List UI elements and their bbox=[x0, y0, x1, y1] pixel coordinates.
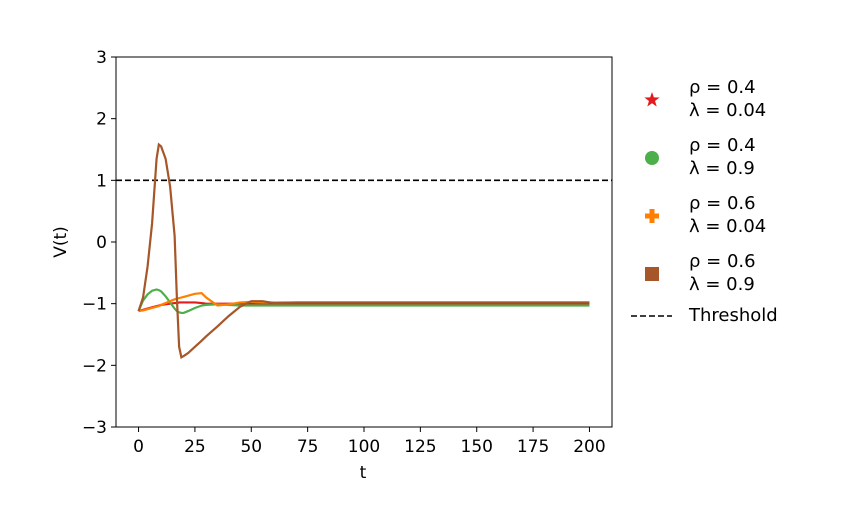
x-axis-label: t bbox=[360, 463, 367, 483]
x-tick-label: 75 bbox=[297, 437, 319, 457]
legend-marker bbox=[645, 151, 659, 165]
legend-label: ρ = 0.4 λ = 0.9 bbox=[689, 135, 756, 179]
x-tick-label: 175 bbox=[517, 437, 549, 457]
x-tick-label: 150 bbox=[461, 437, 493, 457]
y-tick-label: −3 bbox=[82, 418, 107, 438]
y-tick-label: 3 bbox=[96, 48, 107, 68]
legend-marker bbox=[645, 209, 659, 223]
legend-label: ρ = 0.6 λ = 0.9 bbox=[689, 251, 756, 295]
y-axis-label: V(t) bbox=[51, 226, 71, 258]
legend-label: ρ = 0.4 λ = 0.04 bbox=[689, 77, 767, 121]
legend-marker bbox=[644, 92, 660, 107]
y-tick-label: 2 bbox=[96, 110, 107, 130]
series-line bbox=[138, 301, 590, 313]
x-tick-label: 100 bbox=[348, 437, 380, 457]
series-line bbox=[137, 288, 590, 315]
y-tick-label: −1 bbox=[82, 295, 107, 315]
y-tick-label: 1 bbox=[96, 171, 107, 191]
series-line bbox=[137, 142, 590, 359]
y-tick-label: −2 bbox=[82, 356, 107, 376]
x-tick-label: 50 bbox=[240, 437, 262, 457]
x-tick-label: 25 bbox=[184, 437, 206, 457]
legend-marker bbox=[645, 267, 659, 281]
legend-label: ρ = 0.6 λ = 0.04 bbox=[689, 193, 767, 237]
y-tick-label: 0 bbox=[96, 233, 107, 253]
legend-label: Threshold bbox=[689, 305, 778, 326]
x-tick-label: 125 bbox=[404, 437, 436, 457]
plot-frame bbox=[115, 56, 613, 428]
x-tick-label: 200 bbox=[573, 437, 605, 457]
x-tick-label: 0 bbox=[133, 437, 144, 457]
